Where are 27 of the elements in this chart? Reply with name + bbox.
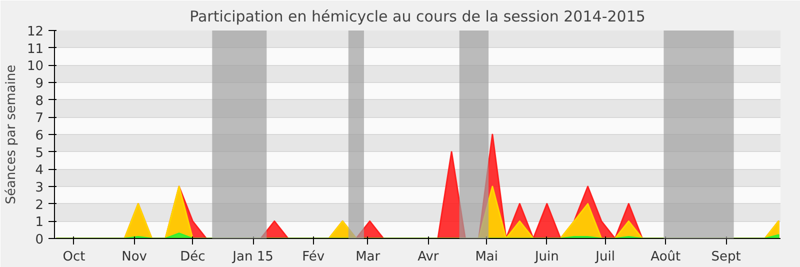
- y-tick-label: 2: [35, 198, 44, 213]
- y-tick-label: 1: [35, 215, 44, 230]
- x-tick-label: Juin: [534, 250, 559, 264]
- y-tick-label: 5: [35, 146, 44, 161]
- x-tick-label: Déc: [180, 250, 206, 264]
- x-tick-label: Avr: [418, 250, 440, 264]
- x-tick-label: Nov: [122, 250, 148, 264]
- y-tick-label: 4: [35, 163, 44, 178]
- chart-title: Participation en hémicycle au cours de la session 2014-2015: [190, 8, 646, 26]
- y-tick-label: 9: [35, 76, 44, 92]
- y-axis-title: Séances par semaine: [4, 64, 19, 204]
- x-tick-label: Juil: [594, 250, 615, 264]
- x-tick-label: Mai: [475, 250, 498, 264]
- x-tick-label: Jan 15: [232, 250, 274, 264]
- x-tick-label: Fév: [302, 250, 325, 264]
- y-tick-label: 12: [26, 24, 44, 40]
- y-tick-label: 6: [35, 128, 44, 144]
- y-tick-label: 10: [26, 59, 44, 74]
- y-tick-label: 11: [26, 42, 44, 57]
- x-tick-label: Oct: [62, 250, 86, 264]
- x-tick-label: Août: [650, 250, 681, 264]
- y-tick-label: 0: [35, 232, 44, 248]
- x-tick-label: Mar: [356, 250, 381, 264]
- y-tick-label: 7: [35, 111, 44, 126]
- y-tick-label: 8: [35, 94, 44, 109]
- y-tick-label: 3: [35, 180, 44, 196]
- x-tick-label: Sept: [711, 250, 741, 264]
